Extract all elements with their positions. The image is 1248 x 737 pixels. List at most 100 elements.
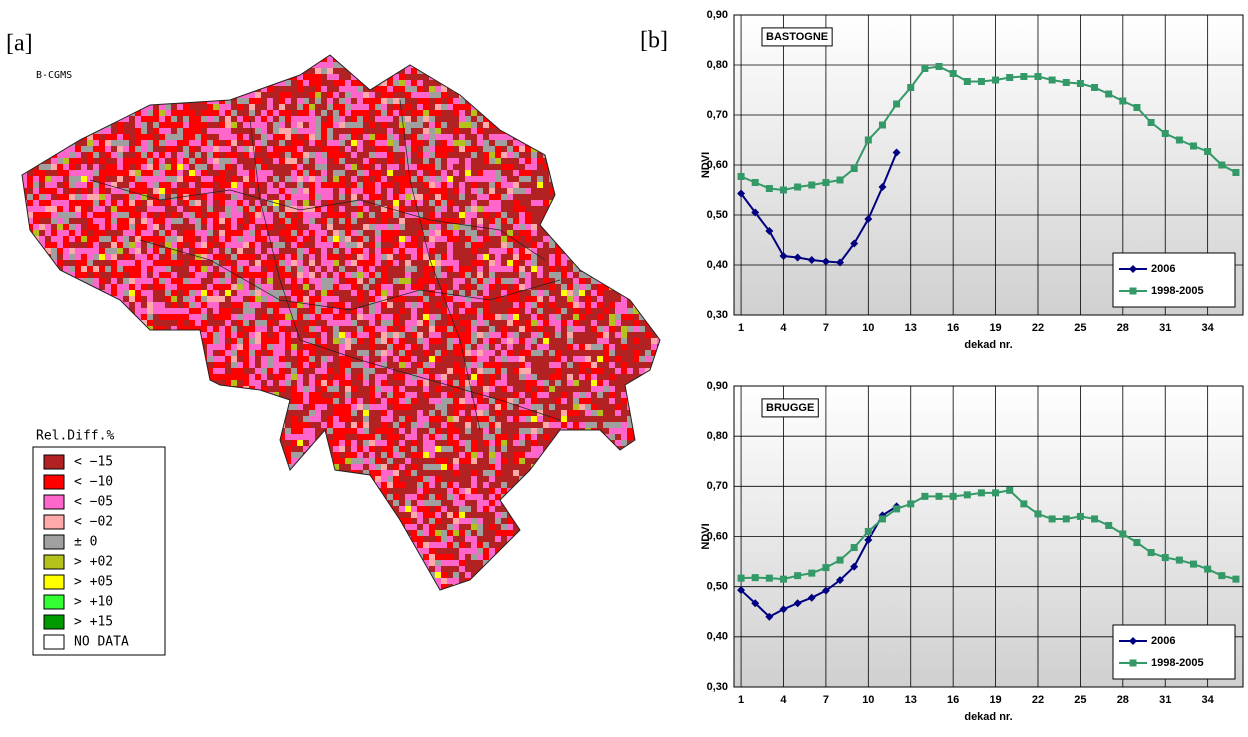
map-cell (165, 350, 171, 356)
map-cell (15, 254, 21, 260)
map-cell (285, 110, 291, 116)
map-cell (561, 170, 567, 176)
map-cell (255, 212, 261, 218)
map-cell (81, 356, 87, 362)
map-cell (417, 308, 423, 314)
map-cell (447, 272, 453, 278)
map-cell (243, 176, 249, 182)
map-cell (519, 164, 525, 170)
map-cell (573, 188, 579, 194)
map-cell (645, 392, 651, 398)
map-cell (309, 368, 315, 374)
map-cell (669, 56, 675, 62)
map-cell (333, 368, 339, 374)
map-cell (531, 188, 537, 194)
map-cell (147, 308, 153, 314)
map-cell (501, 194, 507, 200)
map-cell (609, 320, 615, 326)
map-cell (609, 314, 615, 320)
map-cell (171, 224, 177, 230)
map-cell (423, 296, 429, 302)
map-cell (249, 62, 255, 68)
map-cell (555, 86, 561, 92)
map-cell (39, 314, 45, 320)
map-cell (345, 242, 351, 248)
map-cell (45, 332, 51, 338)
map-cell (69, 266, 75, 272)
map-cell (573, 380, 579, 386)
map-cell (21, 380, 27, 386)
map-cell (579, 386, 585, 392)
map-cell (123, 152, 129, 158)
map-cell (243, 338, 249, 344)
map-cell (27, 314, 33, 320)
map-cell (549, 392, 555, 398)
map-cell (117, 404, 123, 410)
map-cell (501, 200, 507, 206)
map-cell (531, 80, 537, 86)
map-cell (513, 242, 519, 248)
map-cell (645, 146, 651, 152)
map-cell (609, 176, 615, 182)
map-cell (597, 170, 603, 176)
map-cell (279, 98, 285, 104)
map-cell (153, 326, 159, 332)
map-cell (159, 272, 165, 278)
map-cell (225, 92, 231, 98)
map-cell (453, 80, 459, 86)
map-cell (27, 326, 33, 332)
map-cell (183, 278, 189, 284)
map-cell (513, 110, 519, 116)
map-cell (339, 302, 345, 308)
map-cell (243, 332, 249, 338)
map-cell (585, 356, 591, 362)
map-cell (621, 356, 627, 362)
map-cell (447, 230, 453, 236)
map-cell (561, 80, 567, 86)
map-cell (627, 194, 633, 200)
map-cell (189, 272, 195, 278)
map-cell (15, 344, 21, 350)
map-cell (291, 260, 297, 266)
map-cell (141, 398, 147, 404)
map-cell (519, 128, 525, 134)
map-cell (15, 92, 21, 98)
map-cell (279, 266, 285, 272)
map-cell (351, 278, 357, 284)
map-cell (393, 116, 399, 122)
map-cell (561, 362, 567, 368)
map-cell (471, 194, 477, 200)
map-cell (183, 176, 189, 182)
map-cell (207, 56, 213, 62)
map-cell (609, 212, 615, 218)
map-cell (627, 278, 633, 284)
map-cell (195, 62, 201, 68)
map-cell (111, 62, 117, 68)
map-cell (51, 302, 57, 308)
map-cell (255, 230, 261, 236)
map-cell (519, 134, 525, 140)
map-cell (303, 290, 309, 296)
map-cell (303, 356, 309, 362)
map-cell (213, 50, 219, 56)
map-cell (549, 380, 555, 386)
map-cell (615, 56, 621, 62)
map-cell (645, 386, 651, 392)
map-cell (663, 302, 669, 308)
map-cell (573, 134, 579, 140)
map-cell (33, 146, 39, 152)
map-cell (543, 146, 549, 152)
map-cell (585, 374, 591, 380)
map-cell (57, 56, 63, 62)
map-cell (33, 356, 39, 362)
map-cell (429, 68, 435, 74)
map-cell (285, 68, 291, 74)
map-cell (435, 50, 441, 56)
map-cell (507, 278, 513, 284)
map-cell (543, 200, 549, 206)
map-cell (381, 236, 387, 242)
map-cell (159, 146, 165, 152)
map-cell (399, 392, 405, 398)
map-cell (615, 284, 621, 290)
map-cell (423, 254, 429, 260)
